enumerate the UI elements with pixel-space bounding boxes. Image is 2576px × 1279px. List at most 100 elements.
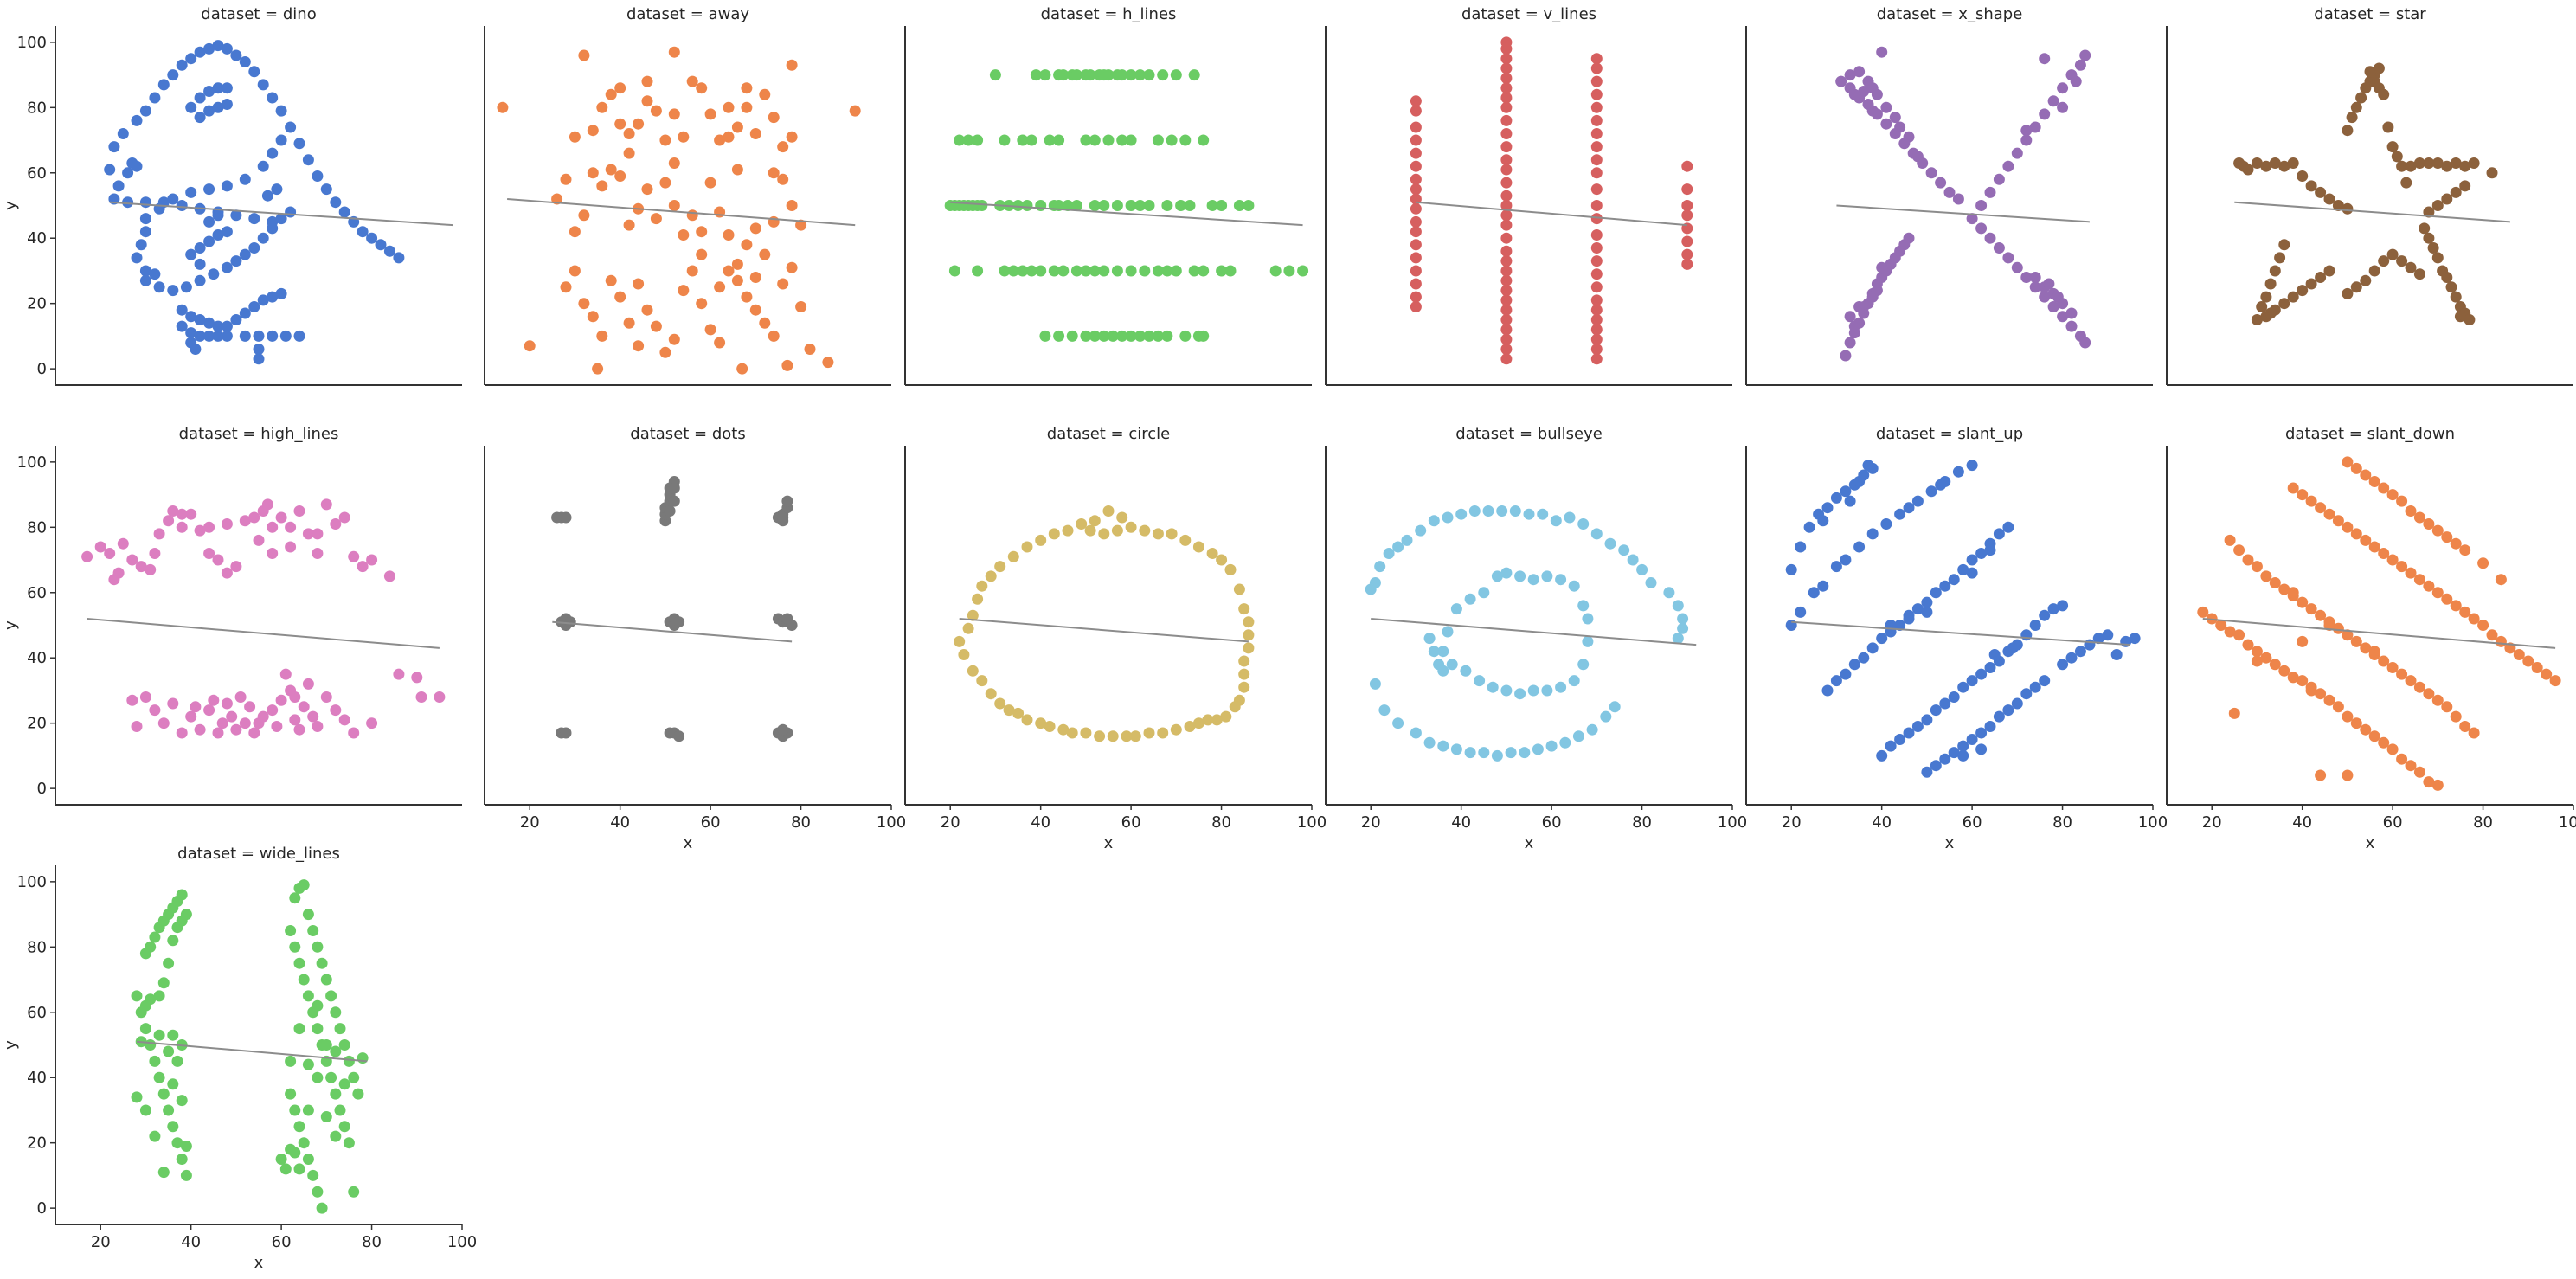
- scatter-point: [139, 1104, 151, 1116]
- scatter-point: [293, 138, 305, 150]
- scatter-point: [267, 291, 279, 303]
- scatter-point: [320, 691, 332, 703]
- scatter-point: [1568, 675, 1580, 687]
- scatter-point: [2297, 489, 2309, 501]
- scatter-point: [1876, 633, 1888, 645]
- scatter-point: [786, 131, 798, 143]
- scatter-point: [194, 258, 206, 270]
- scatter-point: [1966, 213, 1978, 225]
- scatter-point: [289, 892, 301, 904]
- scatter-point: [1577, 659, 1590, 671]
- scatter-point: [253, 717, 265, 729]
- scatter-point: [131, 721, 143, 732]
- scatter-point: [2305, 603, 2317, 615]
- scatter-point: [1500, 72, 1513, 84]
- scatter-point: [1107, 330, 1119, 342]
- scatter-point: [2427, 242, 2439, 254]
- scatter-point: [1876, 749, 1888, 762]
- scatter-point: [1572, 730, 1584, 742]
- panel-title: dataset = x_shape: [1877, 5, 2023, 23]
- scatter-point: [1464, 747, 1476, 759]
- scatter-point: [320, 498, 332, 511]
- scatter-point: [2039, 609, 2051, 621]
- scatter-point: [185, 248, 197, 260]
- scatter-point: [2445, 281, 2457, 293]
- scatter-point: [1446, 659, 1458, 671]
- scatter-point: [668, 108, 680, 120]
- scatter-point: [1437, 646, 1449, 658]
- scatter-point: [1410, 95, 1422, 107]
- scatter-point: [1233, 200, 1245, 211]
- scatter-point: [2405, 261, 2417, 273]
- x-axis-title: x: [1945, 834, 1955, 852]
- scatter-point: [2459, 606, 2471, 618]
- scatter-point: [1057, 265, 1070, 277]
- scatter-point: [1039, 69, 1051, 81]
- scatter-point: [1062, 200, 1074, 211]
- scatter-point: [1184, 721, 1196, 732]
- scatter-point: [1410, 147, 1422, 159]
- scatter-point: [633, 278, 645, 290]
- scatter-point: [696, 298, 708, 310]
- scatter-point: [1817, 580, 1829, 592]
- scatter-point: [1681, 183, 1693, 196]
- scatter-point: [2423, 580, 2435, 592]
- scatter-point: [293, 1163, 305, 1175]
- scatter-point: [257, 294, 269, 306]
- scatter-point: [285, 541, 297, 553]
- scatter-point: [248, 301, 260, 312]
- scatter-point: [1948, 747, 1960, 759]
- facet-panel-1: dataset = away: [484, 5, 891, 386]
- scatter-point: [139, 1023, 151, 1035]
- scatter-point: [1021, 541, 1033, 553]
- scatter-point: [2224, 626, 2236, 638]
- scatter-point: [1844, 495, 1856, 507]
- scatter-point: [1993, 710, 2005, 723]
- scatter-point: [357, 226, 369, 238]
- scatter-point: [271, 183, 283, 196]
- scatter-point: [275, 134, 287, 146]
- scatter-point: [1007, 550, 1019, 562]
- scatter-point: [1590, 268, 1603, 280]
- scatter-point: [208, 268, 220, 280]
- scatter-point: [1089, 200, 1101, 211]
- scatter-point: [1410, 301, 1422, 312]
- scatter-point: [1039, 330, 1051, 342]
- x-tick-label: 100: [1718, 813, 1747, 832]
- scatter-point: [1198, 134, 1210, 146]
- scatter-point: [2011, 261, 2023, 273]
- scatter-point: [1911, 721, 1924, 732]
- scatter-point: [1500, 353, 1513, 365]
- scatter-point: [1098, 528, 1110, 540]
- scatter-point: [2450, 186, 2462, 198]
- scatter-point: [673, 616, 685, 628]
- y-tick-label: 20: [27, 295, 47, 313]
- panel-title: dataset = v_lines: [1461, 5, 1596, 23]
- scatter-point: [2541, 668, 2553, 680]
- scatter-point: [1084, 524, 1096, 537]
- scatter-point: [2450, 600, 2462, 612]
- scatter-point: [1975, 548, 1988, 559]
- scatter-point: [2495, 574, 2507, 586]
- scatter-point: [1134, 69, 1147, 81]
- scatter-point: [1966, 675, 1978, 687]
- scatter-point: [985, 570, 997, 582]
- scatter-point: [1500, 164, 1513, 176]
- scatter-point: [696, 248, 708, 260]
- scatter-point: [1681, 235, 1693, 247]
- scatter-point: [2260, 291, 2272, 303]
- scatter-point: [741, 239, 753, 251]
- scatter-point: [2278, 160, 2290, 172]
- scatter-point: [2269, 577, 2281, 588]
- scatter-point: [1157, 69, 1169, 81]
- scatter-point: [1681, 209, 1693, 222]
- scatter-point: [2047, 603, 2059, 615]
- scatter-point: [736, 363, 748, 375]
- scatter-point: [248, 511, 260, 524]
- scatter-point: [212, 82, 224, 94]
- scatter-point: [2274, 252, 2286, 264]
- scatter-point: [731, 121, 743, 133]
- scatter-point: [1383, 548, 1395, 559]
- scatter-point: [298, 879, 310, 891]
- scatter-point: [2355, 92, 2367, 104]
